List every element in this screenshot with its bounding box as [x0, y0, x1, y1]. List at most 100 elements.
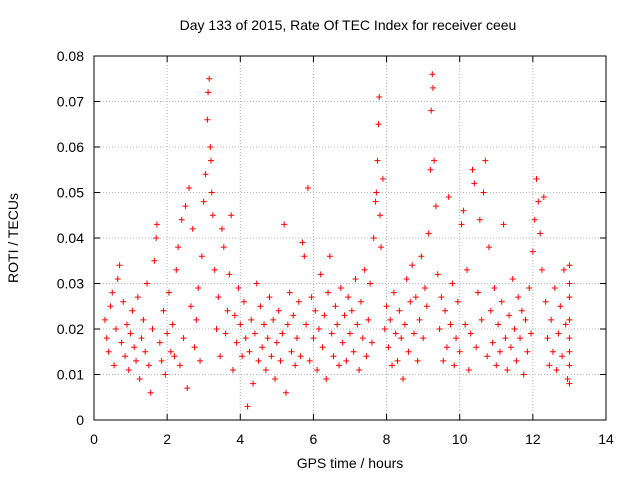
data-point: [240, 298, 247, 305]
x-tick-label: 4: [236, 431, 244, 447]
data-point: [299, 239, 306, 246]
x-tick-label: 8: [383, 431, 391, 447]
data-point: [136, 376, 143, 383]
data-point: [440, 357, 447, 364]
data-point: [394, 357, 401, 364]
data-point: [293, 335, 300, 342]
grid-layer: [94, 56, 606, 420]
x-tick-label: 0: [90, 431, 98, 447]
data-point: [151, 257, 158, 264]
data-point: [317, 271, 324, 278]
data-point: [469, 166, 476, 173]
data-point: [475, 289, 481, 296]
data-point: [123, 321, 130, 328]
data-point: [175, 244, 182, 251]
data-point: [270, 316, 277, 323]
data-point: [224, 307, 231, 314]
data-point: [443, 344, 450, 351]
data-point: [332, 303, 339, 310]
data-point: [162, 371, 169, 378]
data-point: [356, 366, 363, 373]
y-tick-label: 0.04: [57, 230, 84, 246]
data-point: [178, 216, 185, 223]
data-point: [213, 326, 220, 332]
data-point: [347, 330, 353, 337]
data-point: [337, 285, 344, 292]
data-point: [427, 166, 434, 173]
data-point: [389, 362, 396, 369]
data-point: [509, 275, 516, 282]
data-point: [539, 266, 545, 273]
data-point: [304, 184, 311, 191]
data-point: [407, 298, 414, 305]
data-point: [222, 330, 229, 337]
data-point: [303, 321, 310, 328]
data-point: [507, 344, 514, 351]
data-point: [416, 316, 423, 323]
data-point: [566, 362, 573, 369]
data-point: [383, 303, 390, 310]
data-point: [431, 157, 438, 164]
data-point: [217, 353, 224, 360]
data-point: [551, 285, 558, 292]
data-point: [242, 335, 249, 342]
data-point: [187, 303, 194, 310]
data-point: [374, 157, 381, 164]
data-point: [165, 289, 172, 296]
y-tick-label: 0: [76, 412, 84, 428]
data-point: [189, 225, 196, 232]
data-point: [149, 326, 156, 332]
data-point: [520, 371, 527, 378]
data-point: [485, 244, 492, 251]
y-tick-label: 0.08: [57, 48, 84, 64]
data-point: [191, 344, 198, 351]
data-point: [164, 330, 171, 337]
data-point: [564, 376, 571, 383]
data-point: [456, 348, 463, 355]
x-tick-label: 2: [163, 431, 171, 447]
tick-label-layer: 0 2 4 6 8 10 12 14 0 0.01 0.02 0.03 0.04 0.05 0.06 0.07…: [57, 48, 614, 447]
y-tick-label: 0.02: [57, 321, 84, 337]
data-point: [549, 348, 556, 355]
data-point: [511, 326, 518, 332]
data-point: [515, 294, 522, 301]
data-point: [167, 348, 174, 355]
data-point: [205, 89, 212, 96]
data-point: [144, 280, 151, 287]
data-point: [195, 285, 202, 292]
data-point: [200, 198, 207, 205]
data-point: [357, 298, 364, 305]
data-point: [379, 175, 386, 182]
data-point: [432, 203, 439, 210]
data-point: [454, 298, 461, 305]
data-point: [114, 275, 121, 282]
data-point: [513, 357, 520, 364]
data-point: [112, 326, 119, 332]
data-point: [500, 221, 507, 228]
data-point: [142, 348, 149, 355]
data-point: [562, 321, 569, 328]
data-point: [566, 335, 573, 342]
data-point: [478, 316, 485, 323]
data-point: [345, 294, 352, 301]
data-point: [447, 321, 454, 328]
data-point: [566, 280, 573, 287]
data-point: [451, 362, 458, 369]
data-point: [226, 271, 233, 278]
data-point: [315, 326, 322, 332]
data-point: [131, 344, 138, 351]
data-point: [122, 353, 129, 360]
data-point: [314, 366, 321, 373]
data-point: [233, 339, 240, 346]
data-point: [297, 353, 304, 360]
data-point: [414, 357, 421, 364]
data-point: [489, 339, 496, 346]
data-point: [375, 121, 382, 128]
data-point: [529, 248, 536, 255]
data-point: [306, 357, 313, 364]
data-point: [295, 298, 302, 305]
data-point: [464, 266, 471, 273]
data-point: [140, 316, 147, 323]
data-point: [559, 353, 566, 360]
